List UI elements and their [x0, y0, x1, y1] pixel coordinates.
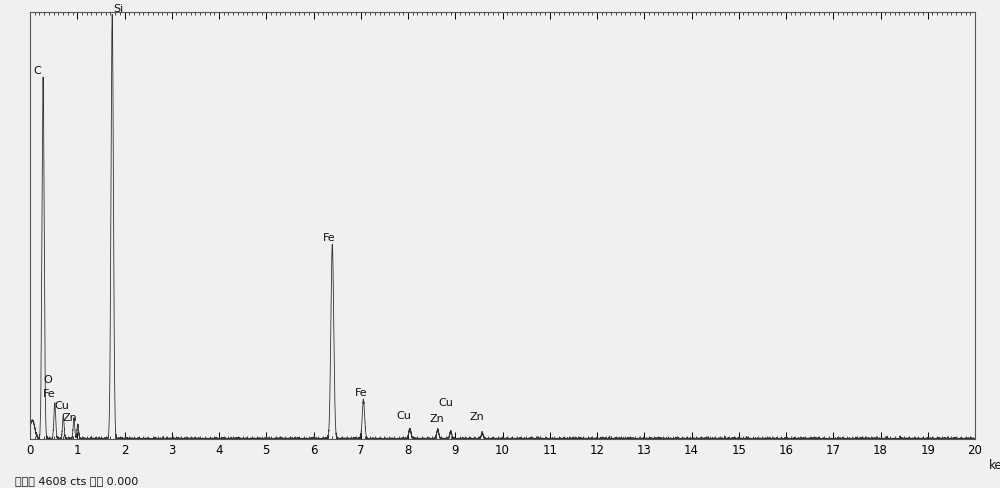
Text: Si: Si	[113, 4, 123, 14]
Text: Cu: Cu	[55, 402, 69, 411]
Text: Cu: Cu	[396, 411, 411, 421]
Text: Zn: Zn	[469, 412, 484, 422]
Text: 满量程 4608 cts 光标 0.000: 满量程 4608 cts 光标 0.000	[15, 476, 138, 486]
Text: keV: keV	[989, 459, 1000, 471]
Text: Fe: Fe	[43, 389, 56, 399]
Text: Zn: Zn	[62, 413, 77, 424]
Text: C: C	[34, 66, 42, 76]
Text: Fe: Fe	[355, 388, 368, 398]
Text: Fe: Fe	[323, 233, 336, 243]
Text: Cu: Cu	[439, 398, 454, 407]
Text: O: O	[43, 374, 52, 385]
Text: Zn: Zn	[429, 414, 444, 425]
